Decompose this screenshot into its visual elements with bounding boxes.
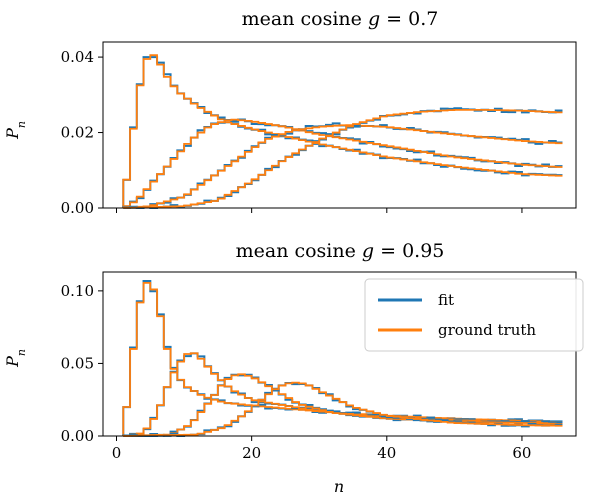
panel-bottom-x-axis-label: n xyxy=(334,477,344,496)
panel-bottom: mean cosine g = 0.95 0 20 40 60 0.00 0.05 0.10… xyxy=(3,240,584,496)
panel-bottom-y-tick-label: 0.00 xyxy=(61,427,94,445)
panel-top-y-tick-label: 0.00 xyxy=(61,199,94,217)
panel-bottom-x-tick-label: 20 xyxy=(242,444,261,462)
panel-bottom-fit-step-4 xyxy=(122,382,563,437)
panel-top-fit-step-1 xyxy=(122,56,563,208)
panel-top-ground-truth-step-1 xyxy=(122,54,563,208)
panel-top-title: mean cosine g = 0.7 xyxy=(242,8,439,30)
panel-top-fit-step-3 xyxy=(123,122,563,209)
panel-top-ground-truth-step-2 xyxy=(122,118,563,208)
panel-bottom-axes-frame xyxy=(102,271,577,437)
panel-bottom-y-axis-label: Pn xyxy=(3,349,28,368)
panel-bottom-x-tick-label: 60 xyxy=(512,444,531,462)
panel-top-y-tick-label: 0.04 xyxy=(61,48,94,66)
panel-bottom-x-tick-label: 40 xyxy=(377,444,396,462)
panel-top-ground-truth-step-3 xyxy=(122,124,563,209)
panel-bottom-x-tick-label: 0 xyxy=(112,444,122,462)
panel-top-axes-frame xyxy=(102,41,577,209)
panel-top-y-axis-label: Pn xyxy=(3,121,28,140)
panel-bottom-plot-area xyxy=(122,280,563,437)
panel-top-axes: 0.00 0.02 0.04 xyxy=(61,41,577,217)
legend: fit ground truth xyxy=(364,278,584,352)
legend-frame xyxy=(364,278,584,352)
panel-top: mean cosine g = 0.7 0.00 0.02 0.04 Pn xyxy=(3,8,577,217)
panel-bottom-ground-truth-step-3 xyxy=(122,373,563,437)
panel-bottom-ground-truth-step-4 xyxy=(122,381,563,437)
panel-top-fit-step-4 xyxy=(122,107,563,209)
legend-label-ground-truth: ground truth xyxy=(438,321,536,339)
legend-label-fit: fit xyxy=(438,291,454,309)
panel-bottom-title: mean cosine g = 0.95 xyxy=(236,240,445,262)
panel-top-ground-truth-step-4 xyxy=(122,109,563,209)
panel-top-y-tick-label: 0.02 xyxy=(61,124,94,142)
panel-bottom-y-tick-label: 0.10 xyxy=(61,282,94,300)
panel-bottom-y-tick-label: 0.05 xyxy=(61,354,94,372)
panel-bottom-axes: 0 20 40 60 0.00 0.05 0.10 xyxy=(61,271,577,462)
panel-top-plot-area xyxy=(122,54,563,209)
